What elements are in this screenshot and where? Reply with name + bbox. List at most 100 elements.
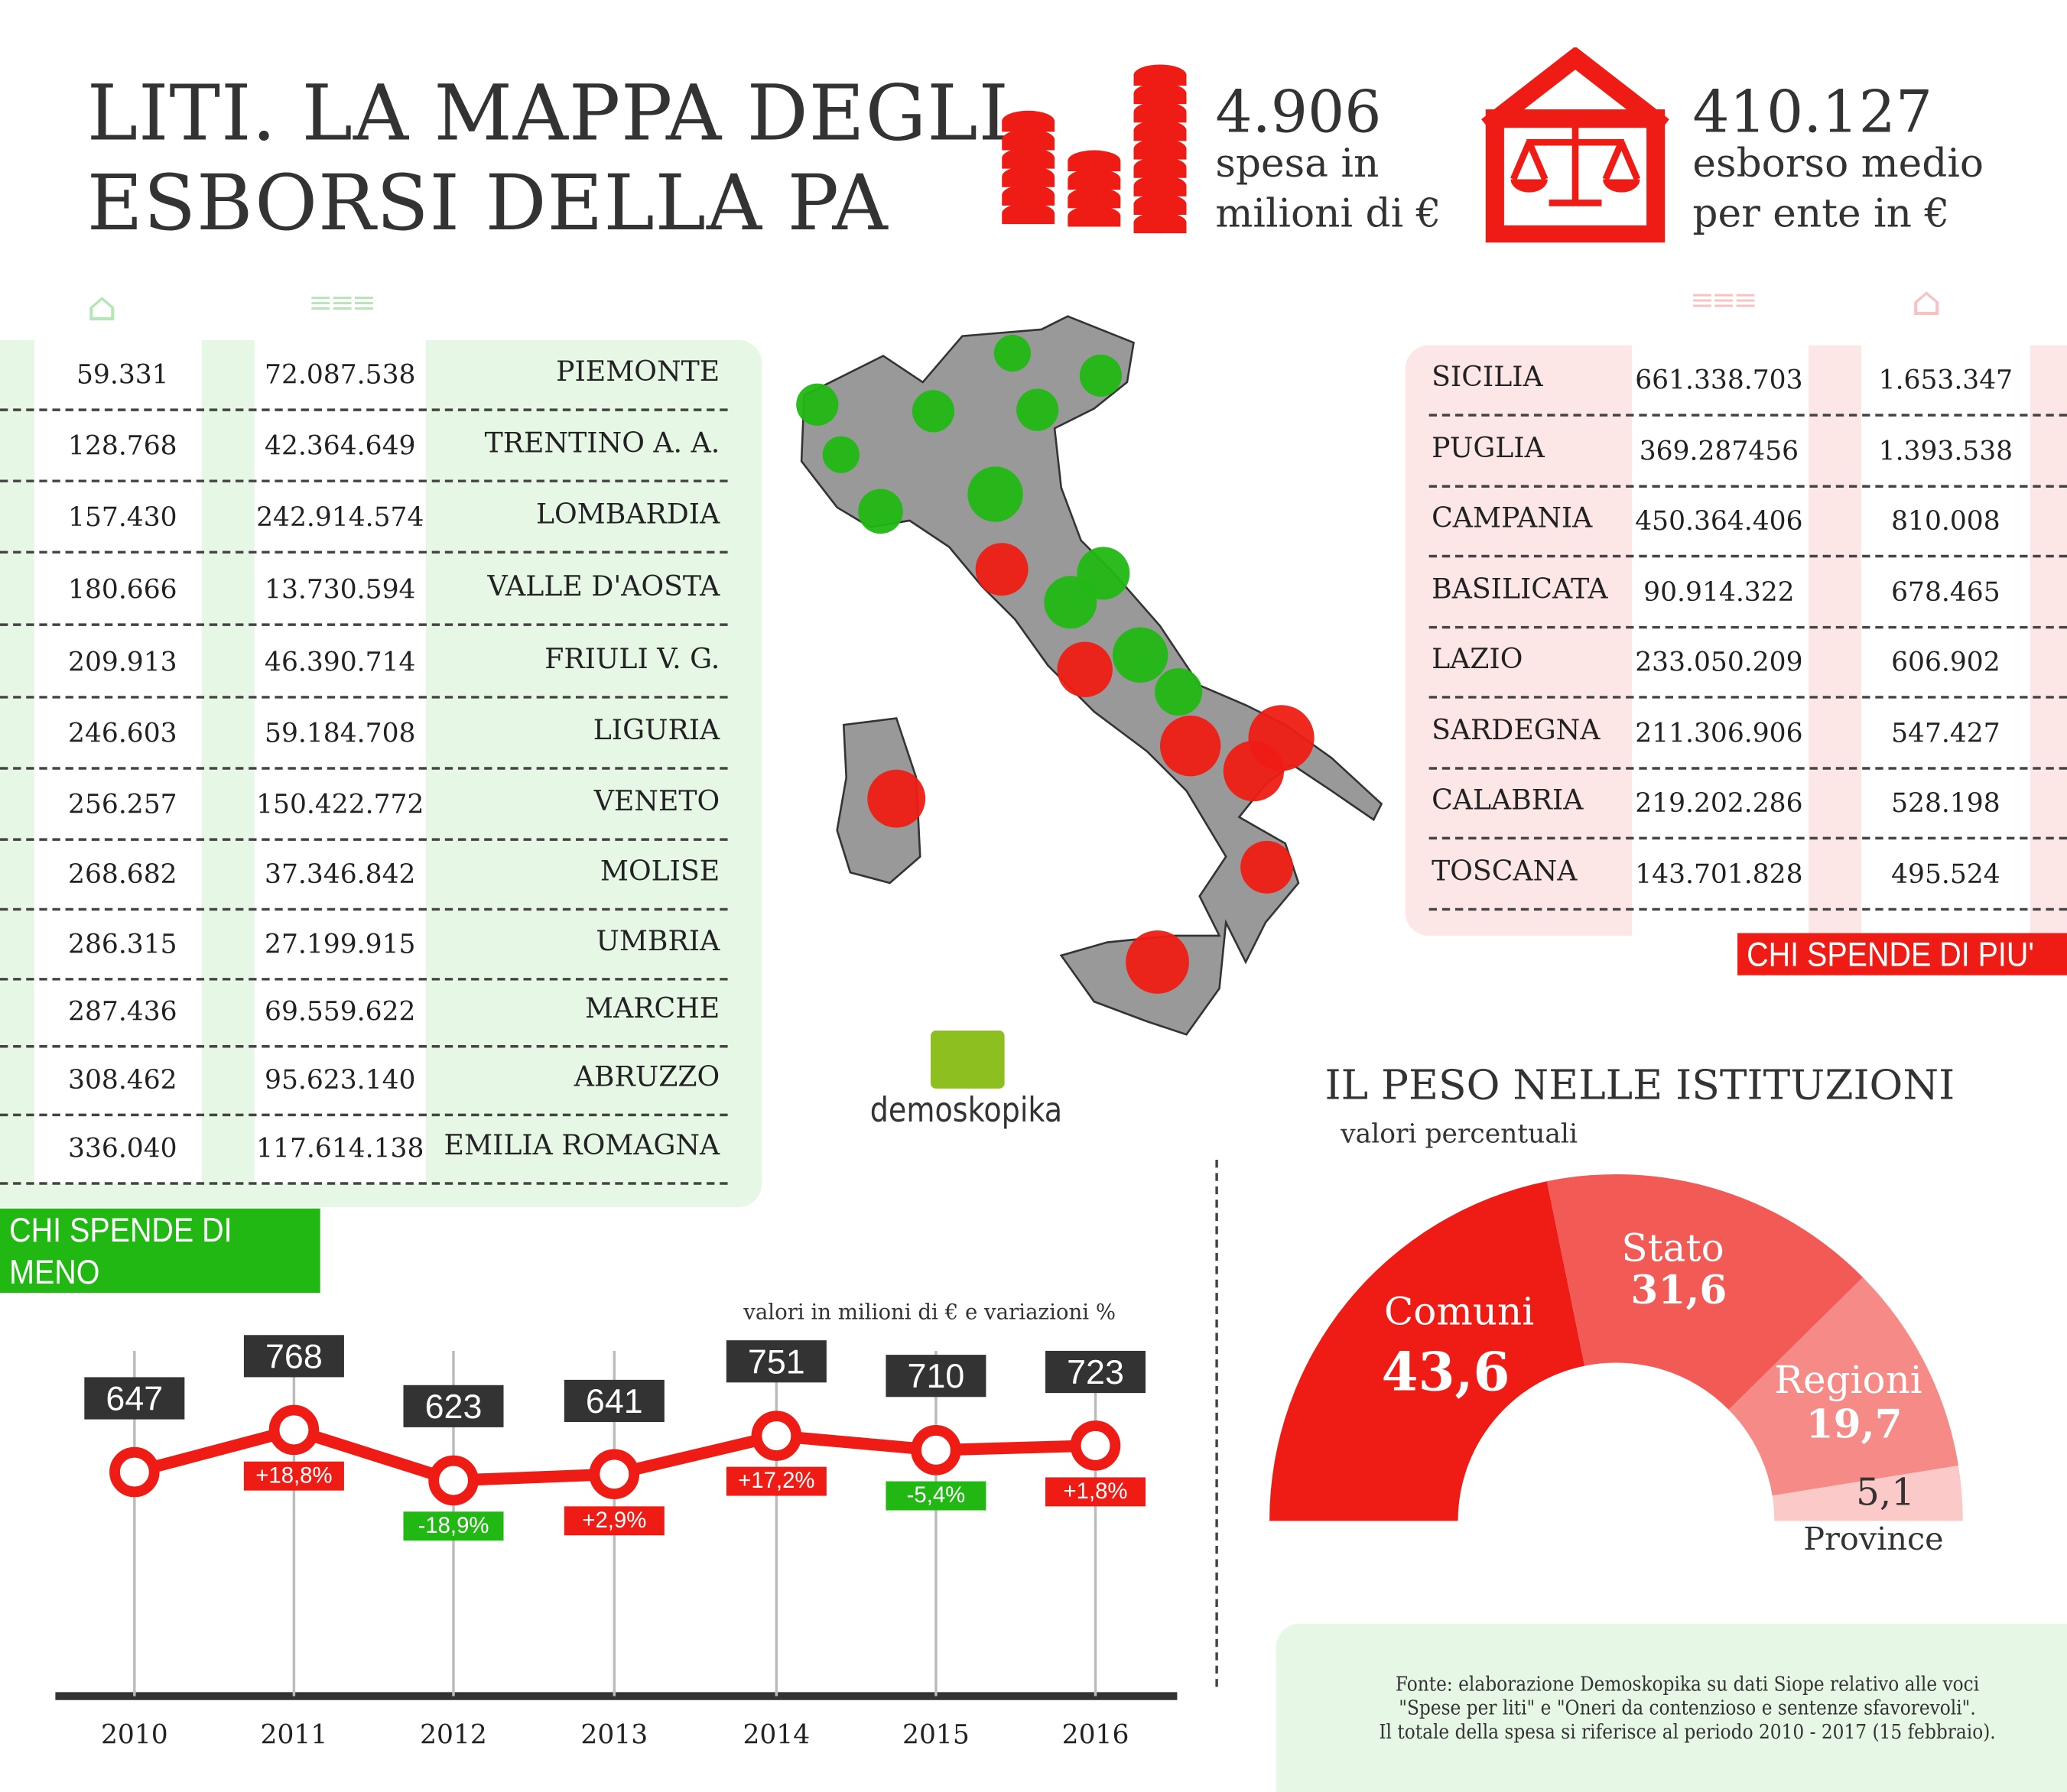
total-cell: 233.050.209 bbox=[1635, 645, 1803, 678]
total-cell: 450.364.406 bbox=[1635, 505, 1803, 537]
change-label: +2,9% bbox=[564, 1505, 665, 1535]
low-spend-marker bbox=[858, 489, 903, 534]
total-cell: 211.306.906 bbox=[1635, 716, 1803, 748]
region-cell: TOSCANA bbox=[1432, 854, 1578, 887]
region-cell: FRIULI V. G. bbox=[544, 643, 720, 675]
italy-map bbox=[796, 315, 1383, 1036]
divider bbox=[1215, 1159, 1218, 1687]
table-row: SARDEGNA 211.306.906 547.427 bbox=[1428, 698, 2067, 769]
high-spend-marker bbox=[867, 769, 926, 828]
total-cell: 42.364.649 bbox=[265, 429, 416, 462]
table-row: 180.666 13.730.594 VALLE D'AOSTA bbox=[0, 555, 728, 626]
table-row: BASILICATA 90.914.322 678.465 bbox=[1428, 557, 2067, 628]
change-label: -18,9% bbox=[403, 1511, 504, 1541]
table-row: 128.768 42.364.649 TRENTINO A. A. bbox=[0, 411, 728, 482]
x-tick-label: 2013 bbox=[580, 1718, 648, 1751]
total-cell: 37.346.842 bbox=[265, 858, 416, 890]
low-spend-marker bbox=[1016, 388, 1059, 431]
slice-label: Comuni bbox=[1384, 1288, 1535, 1334]
data-point bbox=[751, 1411, 802, 1461]
avg-cell: 1.653.347 bbox=[1878, 363, 2013, 396]
value-label: 623 bbox=[403, 1385, 504, 1428]
region-cell: SICILIA bbox=[1432, 361, 1543, 393]
avg-cell: 528.198 bbox=[1891, 787, 2000, 819]
donut-slice-regioni bbox=[1728, 1277, 1959, 1496]
table-row: 287.436 69.559.622 MARCHE bbox=[0, 976, 728, 1048]
region-cell: LAZIO bbox=[1432, 643, 1523, 675]
avg-cell: 308.462 bbox=[68, 1063, 177, 1096]
region-cell: LOMBARDIA bbox=[535, 498, 720, 530]
avg-cell: 606.902 bbox=[1891, 645, 2000, 678]
region-cell: MARCHE bbox=[585, 992, 720, 1024]
demoskopika-logo: demoskopika bbox=[869, 1091, 1063, 1131]
low-spend-marker bbox=[967, 466, 1023, 522]
low-spend-marker bbox=[1044, 576, 1097, 629]
x-tick-label: 2016 bbox=[1061, 1718, 1129, 1751]
low-spend-marker bbox=[796, 383, 839, 426]
x-tick-label: 2014 bbox=[743, 1718, 811, 1751]
total-cell: 72.087.538 bbox=[265, 358, 416, 391]
high-spend-marker bbox=[1057, 641, 1113, 697]
x-tick-label: 2015 bbox=[902, 1718, 970, 1751]
avg-cell: 287.436 bbox=[68, 995, 177, 1027]
value-label: 710 bbox=[886, 1355, 986, 1398]
avg-cell: 286.315 bbox=[68, 927, 177, 959]
data-point bbox=[428, 1455, 479, 1506]
table-row: TOSCANA 143.701.828 495.524 bbox=[1428, 839, 2067, 911]
table-row: 308.462 95.623.140 ABRUZZO bbox=[0, 1045, 728, 1117]
slice-label: Regioni bbox=[1774, 1357, 1922, 1403]
total-cell: 95.623.140 bbox=[265, 1063, 416, 1096]
table-row: CALABRIA 219.202.286 528.198 bbox=[1428, 768, 2067, 840]
total-cell: 117.614.138 bbox=[256, 1131, 424, 1164]
total-spend-label: spesa in milioni di € bbox=[1215, 141, 1441, 238]
data-point bbox=[109, 1446, 160, 1498]
slice-label: Province bbox=[1803, 1521, 1944, 1558]
avg-cell: 495.524 bbox=[1891, 857, 2000, 889]
total-spend-value: 4.906 bbox=[1215, 79, 1382, 147]
table-row: PUGLIA 369.287456 1.393.538 bbox=[1428, 416, 2067, 487]
region-cell: BASILICATA bbox=[1432, 573, 1608, 605]
avg-cell: 128.768 bbox=[68, 429, 177, 462]
donut-title: IL PESO NELLE ISTITUZIONI bbox=[1324, 1062, 1955, 1110]
region-cell: CAMPANIA bbox=[1432, 502, 1593, 534]
total-cell: 59.184.708 bbox=[265, 716, 416, 749]
avg-cell: 256.257 bbox=[68, 787, 177, 820]
table-row: LAZIO 233.050.209 606.902 bbox=[1428, 628, 2067, 699]
avg-cell: 810.008 bbox=[1891, 505, 2000, 537]
low-spend-marker bbox=[993, 334, 1032, 372]
low-spend-marker bbox=[1079, 354, 1122, 397]
region-cell: MOLISE bbox=[600, 855, 720, 888]
least-banner: CHI SPENDE DI MENO bbox=[0, 1208, 320, 1294]
donut-slice-comuni bbox=[1269, 1181, 1585, 1521]
table-row: 286.315 27.199.915 UMBRIA bbox=[0, 909, 728, 981]
table-row: 59.331 72.087.538 PIEMONTE bbox=[0, 340, 728, 411]
most-banner: CHI SPENDE DI PIU' bbox=[1737, 933, 2067, 976]
x-tick-label: 2011 bbox=[260, 1718, 328, 1751]
region-cell: EMILIA ROMAGNA bbox=[444, 1129, 720, 1161]
change-label: +17,2% bbox=[726, 1467, 827, 1497]
value-label: 641 bbox=[564, 1379, 665, 1422]
low-spend-marker bbox=[1112, 627, 1168, 683]
data-point bbox=[589, 1449, 640, 1500]
x-tick-label: 2012 bbox=[420, 1718, 487, 1751]
house-scales-icon: ⌂ bbox=[86, 284, 118, 331]
table-row: CAMPANIA 450.364.406 810.008 bbox=[1428, 486, 2067, 558]
avg-cell: 246.603 bbox=[68, 716, 177, 749]
region-cell: UMBRIA bbox=[596, 925, 720, 957]
page-title: LITI. LA MAPPA DEGLI ESBORSI DELLA PA bbox=[86, 68, 1009, 248]
high-spend-marker bbox=[1126, 930, 1189, 994]
table-row: 209.913 46.390.714 FRIULI V. G. bbox=[0, 628, 728, 699]
table-row: 256.257 150.422.772 VENETO bbox=[0, 770, 728, 841]
line-chart bbox=[55, 1350, 1178, 1700]
house-scales-icon bbox=[1481, 47, 1669, 243]
avg-cell: 209.913 bbox=[68, 645, 177, 678]
x-tick-label: 2010 bbox=[100, 1718, 168, 1751]
total-cell: 219.202.286 bbox=[1635, 787, 1803, 819]
data-point bbox=[268, 1404, 320, 1456]
data-point bbox=[911, 1425, 961, 1475]
total-cell: 13.730.594 bbox=[265, 573, 416, 605]
region-cell: TRENTINO A. A. bbox=[484, 427, 720, 459]
high-spend-marker bbox=[1159, 716, 1221, 777]
